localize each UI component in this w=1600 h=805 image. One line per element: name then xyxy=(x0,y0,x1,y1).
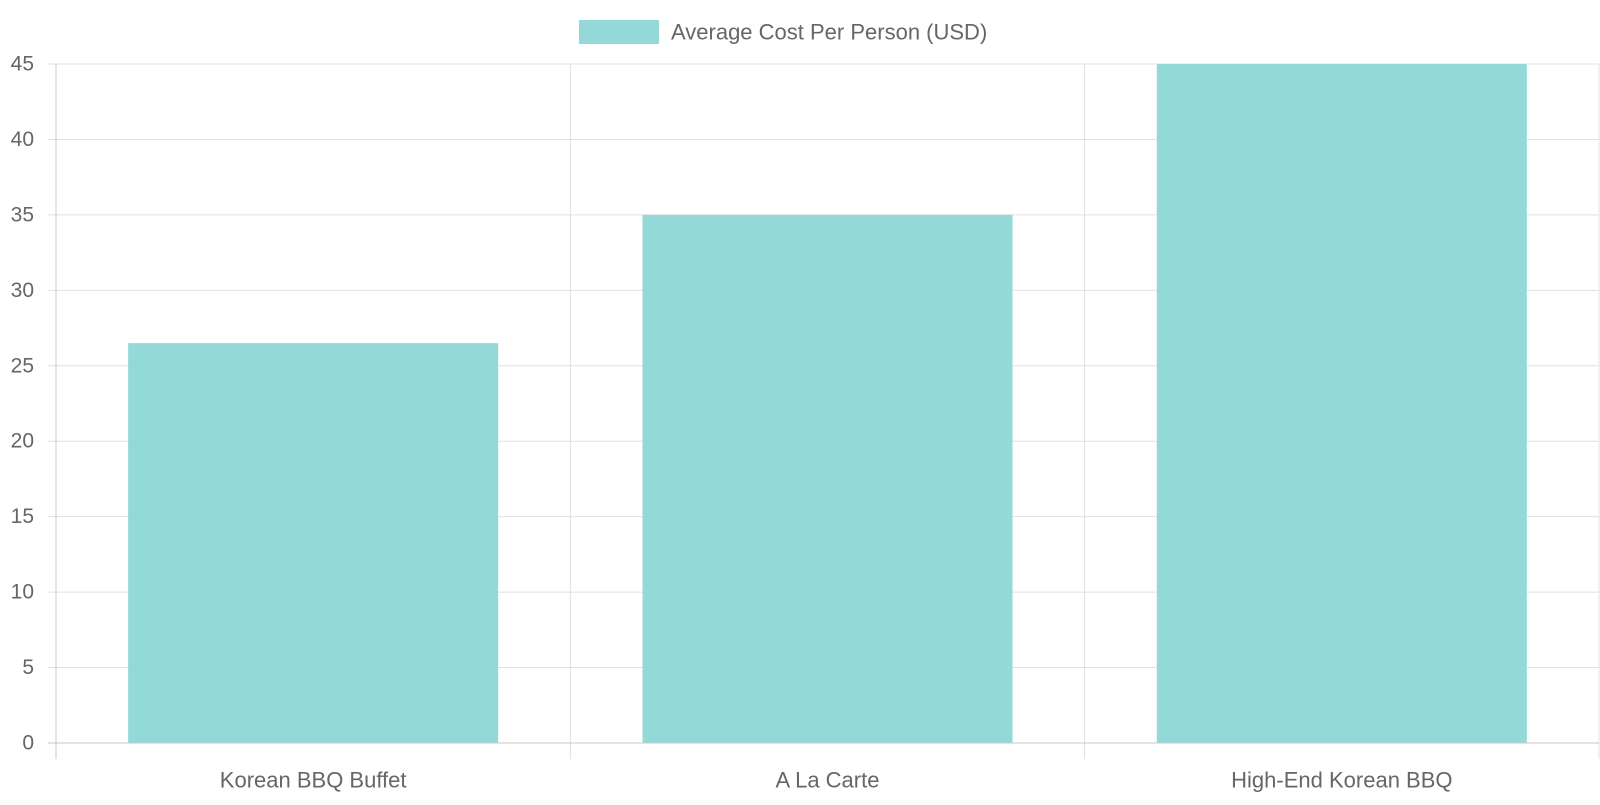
y-tick-label: 10 xyxy=(11,581,34,604)
y-tick-label: 45 xyxy=(11,53,34,76)
x-tick-label: High-End Korean BBQ xyxy=(1231,768,1452,793)
y-tick-label: 15 xyxy=(11,505,34,528)
legend[interactable]: Average Cost Per Person (USD) xyxy=(579,20,987,45)
y-tick-label: 35 xyxy=(11,203,34,226)
y-tick-label: 40 xyxy=(11,128,34,151)
x-tick-label: Korean BBQ Buffet xyxy=(220,768,407,793)
y-tick-label: 30 xyxy=(11,279,34,302)
bar-a-la-carte xyxy=(642,214,1013,743)
axes xyxy=(55,64,1599,744)
y-tick-label: 25 xyxy=(11,354,34,377)
y-tick-label: 5 xyxy=(22,656,34,679)
legend-swatch xyxy=(579,20,659,44)
bar-korean-bbq-buffet xyxy=(128,343,499,743)
bar-high-end-korean-bbq xyxy=(1156,64,1527,743)
bars xyxy=(128,64,1527,743)
x-tick-label: A La Carte xyxy=(776,768,880,793)
y-axis-ticks: 0 5 10 15 20 25 30 35 40 45 xyxy=(11,53,34,755)
y-tick-label: 20 xyxy=(11,430,34,453)
y-tick-label: 0 xyxy=(22,732,34,755)
legend-label: Average Cost Per Person (USD) xyxy=(671,20,987,45)
x-axis-ticks: Korean BBQ Buffet A La Carte High-End Kore… xyxy=(220,768,1453,793)
